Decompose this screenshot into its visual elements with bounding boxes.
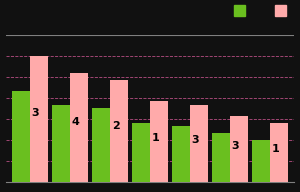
Bar: [172, 126, 190, 182]
Bar: [70, 73, 88, 182]
Bar: [110, 80, 128, 182]
Text: 4: 4: [72, 117, 80, 127]
Bar: [30, 56, 48, 182]
Bar: [132, 122, 150, 182]
Bar: [150, 101, 168, 182]
Legend: , : ,: [234, 5, 287, 19]
Bar: [252, 140, 270, 182]
Bar: [230, 116, 248, 182]
Bar: [92, 108, 110, 182]
Text: 3: 3: [192, 135, 200, 145]
Bar: [12, 91, 30, 182]
Text: 3: 3: [232, 141, 239, 151]
Text: 1: 1: [272, 145, 280, 155]
Bar: [270, 122, 288, 182]
Text: 3: 3: [32, 108, 39, 118]
Text: 1: 1: [152, 133, 160, 143]
Bar: [52, 105, 70, 182]
Text: 2: 2: [112, 121, 119, 131]
Bar: [212, 133, 230, 182]
Bar: [190, 105, 208, 182]
